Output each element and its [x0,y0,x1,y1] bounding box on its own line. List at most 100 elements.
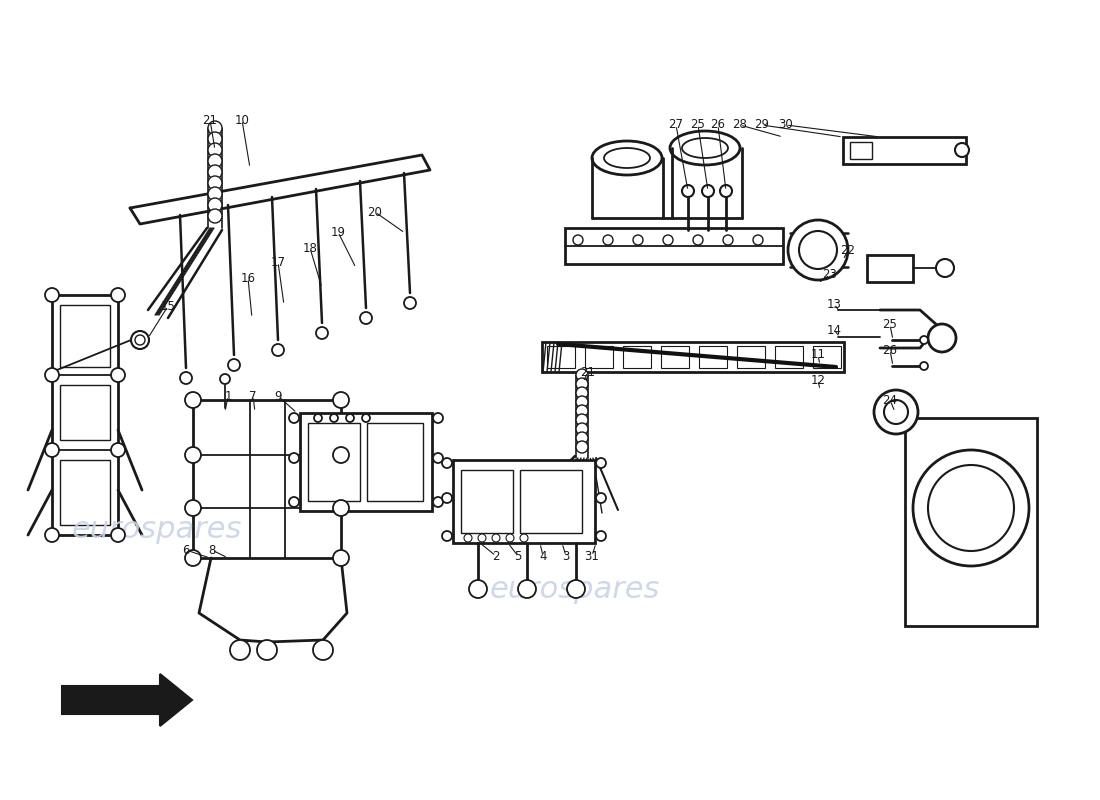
Circle shape [492,534,500,542]
Bar [60,385,110,440]
Circle shape [632,235,644,245]
Circle shape [362,414,370,422]
Text: 15: 15 [161,299,175,313]
Circle shape [936,259,954,277]
Bar [623,346,651,368]
Circle shape [45,288,59,302]
Bar [813,346,842,368]
Circle shape [576,369,588,381]
Circle shape [333,500,349,516]
Text: 28: 28 [733,118,747,131]
Circle shape [228,359,240,371]
Circle shape [257,640,277,660]
Circle shape [230,640,250,660]
Circle shape [289,497,299,507]
Circle shape [576,396,588,408]
Circle shape [663,235,673,245]
Text: 5: 5 [515,550,521,562]
Circle shape [45,443,59,457]
Bar [60,460,110,525]
Circle shape [314,640,333,660]
Circle shape [45,368,59,382]
Bar [308,423,360,501]
Text: 3: 3 [562,550,570,562]
Circle shape [928,324,956,352]
Text: 21: 21 [202,114,218,126]
Circle shape [920,336,928,344]
Circle shape [464,534,472,542]
Circle shape [220,374,230,384]
Circle shape [333,447,349,463]
Text: 8: 8 [208,543,216,557]
Bar [60,305,110,367]
Bar [367,423,424,501]
Circle shape [576,378,588,390]
Text: 11: 11 [811,349,825,362]
Circle shape [208,187,222,201]
Circle shape [316,327,328,339]
Ellipse shape [592,141,662,175]
Circle shape [576,405,588,417]
Text: 14: 14 [826,323,842,337]
Circle shape [955,143,969,157]
Ellipse shape [670,131,740,165]
Bar [585,346,613,368]
Circle shape [272,344,284,356]
Text: 24: 24 [882,394,898,406]
Circle shape [111,368,125,382]
Bar [300,413,432,511]
Text: 17: 17 [271,255,286,269]
Bar [453,460,595,543]
Bar [737,346,764,368]
Circle shape [314,414,322,422]
Circle shape [442,458,452,468]
Circle shape [603,235,613,245]
Circle shape [185,550,201,566]
Circle shape [111,443,125,457]
Text: 10: 10 [234,114,250,126]
Text: 12: 12 [811,374,825,386]
Text: 29: 29 [755,118,770,131]
Ellipse shape [604,148,650,168]
Circle shape [131,331,149,349]
Circle shape [920,362,928,370]
Circle shape [45,528,59,542]
Text: 26: 26 [711,118,726,131]
Circle shape [682,185,694,197]
Circle shape [185,447,201,463]
Circle shape [433,497,443,507]
Circle shape [928,465,1014,551]
Circle shape [469,580,487,598]
Text: 13: 13 [826,298,842,310]
Bar [850,142,872,159]
Circle shape [576,414,588,426]
Circle shape [333,392,349,408]
Circle shape [573,235,583,245]
Text: 21: 21 [581,366,595,378]
Bar [542,342,844,372]
Bar [905,418,1037,626]
Bar [520,470,582,533]
Text: 23: 23 [823,269,837,282]
Circle shape [576,423,588,435]
Circle shape [788,220,848,280]
Text: 22: 22 [840,243,856,257]
Circle shape [576,441,588,453]
Circle shape [702,185,714,197]
Circle shape [289,413,299,423]
Circle shape [289,453,299,463]
Circle shape [799,231,837,269]
Circle shape [208,198,222,212]
Text: 30: 30 [779,118,793,131]
Circle shape [111,288,125,302]
Circle shape [433,413,443,423]
Circle shape [346,414,354,422]
Circle shape [208,176,222,190]
Circle shape [185,392,201,408]
Circle shape [754,235,763,245]
Circle shape [442,531,452,541]
Circle shape [208,121,222,135]
Circle shape [520,534,528,542]
Text: 7: 7 [250,390,256,402]
Circle shape [884,400,908,424]
